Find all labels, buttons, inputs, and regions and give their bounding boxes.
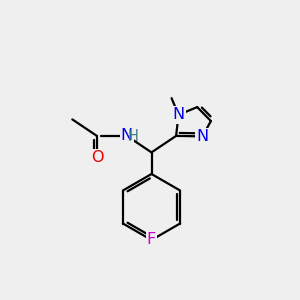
Text: F: F bbox=[147, 232, 156, 247]
Text: N: N bbox=[121, 128, 133, 143]
Text: N: N bbox=[172, 107, 184, 122]
Text: N: N bbox=[196, 129, 208, 144]
Text: O: O bbox=[91, 150, 103, 165]
Text: H: H bbox=[128, 129, 139, 144]
